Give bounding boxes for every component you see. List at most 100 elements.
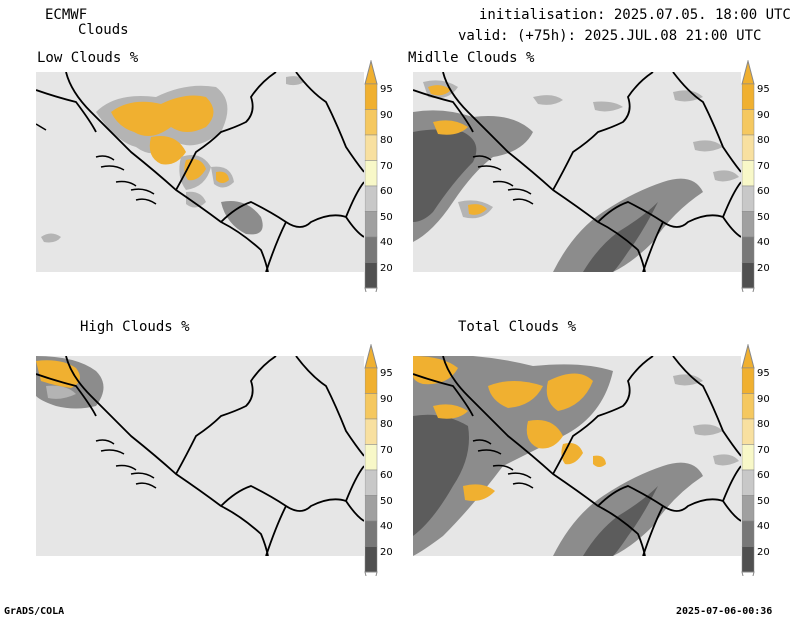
map-total-clouds [413,356,741,556]
colorbar-segment [364,520,378,547]
colorbar-segment [364,367,378,394]
colorbar-segment [741,393,755,420]
colorbar-label: 95 [757,84,770,95]
cloud-patches [41,76,304,243]
colorbar-segment [364,444,378,471]
colorbar-label: 20 [380,262,393,274]
colorbar-0 [364,60,378,292]
colorbar-bottom-arrow [364,287,378,292]
colorbar-segment [741,367,755,394]
colorbar-label: 90 [380,109,393,121]
colorbar-segment [364,262,378,289]
colorbar-label: 90 [380,393,393,405]
map-low-clouds [36,72,364,272]
colorbar-bottom-arrow [364,571,378,576]
colorbar-label: 80 [757,419,770,430]
colorbar-label: 40 [380,521,393,532]
colorbar-segment [364,236,378,263]
colorbar-label: 50 [757,495,770,507]
panel-title-high: High Clouds % [80,319,190,335]
map-borders [413,356,741,556]
colorbar-segment [741,495,755,522]
colorbar-top-arrow [364,344,378,369]
colorbar-segment [364,418,378,445]
colorbar-label: 80 [380,135,393,146]
colorbar-label: 20 [380,546,393,558]
colorbar-label: 70 [380,160,393,172]
colorbar-label: 70 [380,444,393,456]
cloud-patches [413,356,739,556]
colorbar-label: 60 [380,470,393,481]
colorbar-segment [364,109,378,136]
colorbar-label: 40 [757,521,770,532]
model-label: ECMWF [45,7,88,23]
colorbar-label: 95 [380,84,393,95]
colorbar-segment [741,262,755,289]
colorbar-label: 60 [757,470,770,481]
footer-left: GrADS/COLA [4,606,65,617]
map-borders [36,356,364,556]
colorbar-segment [741,469,755,496]
map-borders [36,72,364,272]
product-label: Clouds [78,22,129,38]
colorbar-1 [741,60,755,292]
colorbar-label: 90 [757,109,770,121]
panel-title-middle: Midlle Clouds % [408,50,535,66]
colorbar-label: 70 [757,160,770,172]
colorbar-segment [741,109,755,136]
colorbar-top-arrow [741,60,755,85]
colorbar-segment [364,495,378,522]
colorbar-segment [741,236,755,263]
map-middle-clouds [413,72,741,272]
colorbar-label: 60 [380,186,393,197]
colorbar-segment [741,160,755,187]
colorbar-segment [741,83,755,110]
footer-right: 2025-07-06-00:36 [676,606,773,617]
colorbar-segment [364,185,378,212]
colorbar-label: 50 [380,495,393,507]
colorbar-top-arrow [364,60,378,85]
colorbar-label: 80 [380,419,393,430]
islands [472,439,534,489]
colorbar-label: 50 [757,211,770,223]
colorbar-label: 95 [380,368,393,379]
colorbar-segment [741,444,755,471]
map-high-clouds [36,356,364,556]
map-borders [413,72,741,272]
colorbar-bottom-arrow [741,287,755,292]
colorbar-segment [741,546,755,573]
colorbar-label: 90 [757,393,770,405]
colorbar-segment [741,211,755,238]
valid-time: valid: (+75h): 2025.JUL.08 21:00 UTC [458,28,762,44]
panel-title-total: Total Clouds % [458,319,577,335]
colorbar-label: 80 [757,135,770,146]
colorbar-label: 20 [757,262,770,274]
colorbar-segment [364,393,378,420]
colorbar-label: 40 [757,237,770,248]
colorbar-label: 50 [380,211,393,223]
colorbar-segment [364,134,378,161]
colorbar-label: 20 [757,546,770,558]
colorbar-segment [364,211,378,238]
colorbar-label: 95 [757,368,770,379]
colorbar-label: 40 [380,237,393,248]
colorbar-segment [364,546,378,573]
colorbar-bottom-arrow [741,571,755,576]
colorbar-segment [741,185,755,212]
colorbar-3 [741,344,755,576]
colorbar-segment [364,160,378,187]
colorbar-label: 70 [757,444,770,456]
islands [36,123,157,205]
islands [95,439,157,489]
colorbar-top-arrow [741,344,755,369]
panel-title-low: Low Clouds % [37,50,139,66]
init-time: initialisation: 2025.07.05. 18:00 UTC [479,7,791,23]
islands [472,155,534,205]
cloud-patches [413,80,739,272]
cloud-patches [36,356,104,409]
colorbar-segment [364,83,378,110]
colorbar-segment [741,134,755,161]
colorbar-segment [741,520,755,547]
colorbar-segment [364,469,378,496]
colorbar-2 [364,344,378,576]
